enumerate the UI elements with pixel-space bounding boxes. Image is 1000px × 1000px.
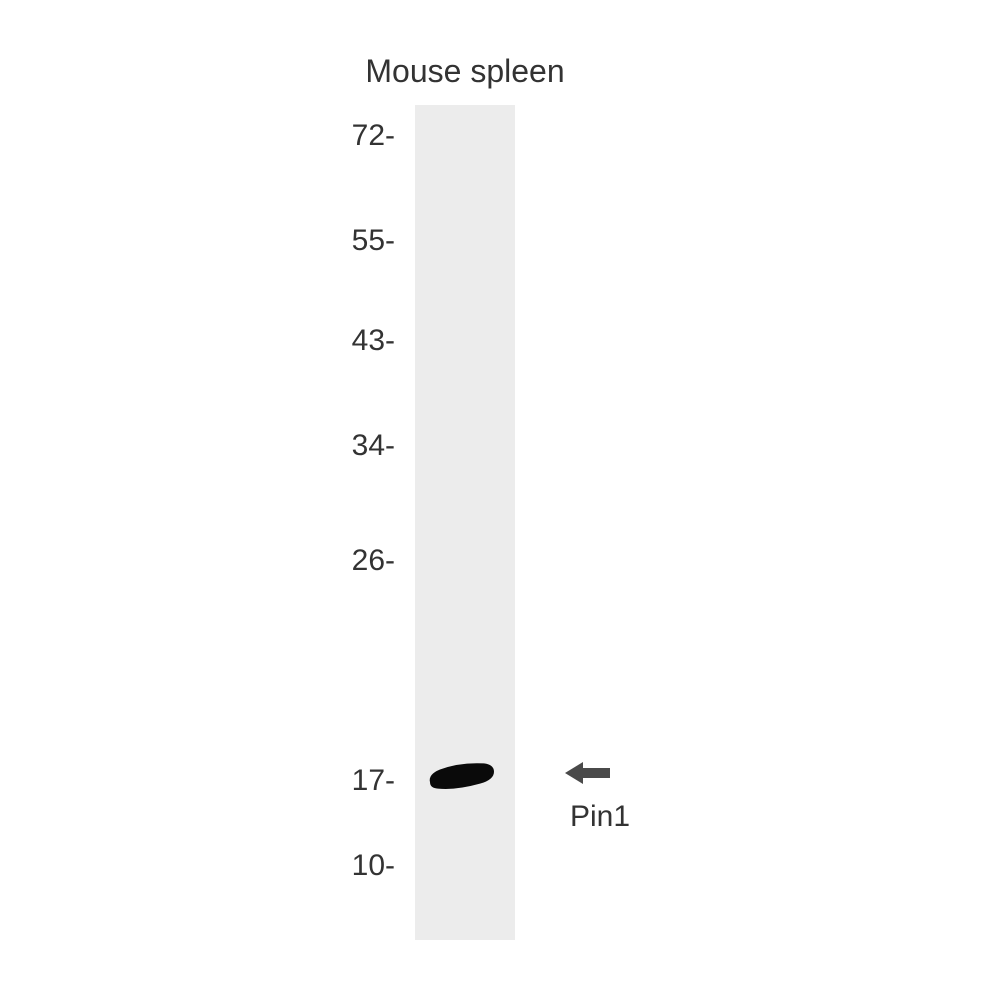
marker-label: 10- bbox=[352, 849, 395, 883]
band-arrow-icon bbox=[565, 760, 610, 786]
lane-title: Mouse spleen bbox=[345, 53, 585, 90]
marker-label: 34- bbox=[352, 429, 395, 463]
marker-label: 55- bbox=[352, 224, 395, 258]
marker-label: 43- bbox=[352, 324, 395, 358]
blot-figure: Mouse spleen 72- 55- 43- 34- 26- 17- 10- Pin1 bbox=[0, 0, 1000, 1000]
marker-label: 17- bbox=[352, 764, 395, 798]
marker-label: 26- bbox=[352, 544, 395, 578]
blot-lane bbox=[415, 105, 515, 940]
marker-label: 72- bbox=[352, 119, 395, 153]
band-label: Pin1 bbox=[570, 800, 630, 834]
blot-band bbox=[426, 760, 496, 793]
